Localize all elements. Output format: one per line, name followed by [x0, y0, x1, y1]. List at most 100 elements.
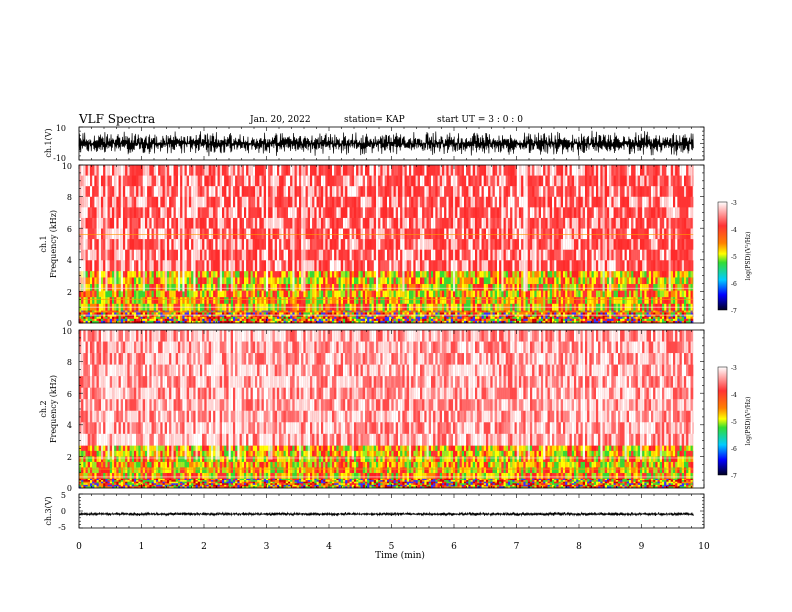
ch1-spectrogram-cell: [314, 270, 317, 278]
ch1-spectrogram-cell: [329, 314, 332, 317]
ch1-spectrogram-cell: [123, 316, 126, 320]
ch1-spectrogram-cell: [552, 270, 555, 278]
ch1-spectrogram-impulse: [142, 165, 145, 292]
ch1-spectrogram-cell: [343, 312, 346, 315]
ch1-spectrogram-cell: [563, 186, 566, 198]
ch1-spectrogram-cell: [127, 239, 130, 250]
ch1-spectrogram-cell: [184, 312, 187, 315]
ch1-spectrogram-cell: [411, 297, 414, 305]
ch1-spectrogram-cell: [437, 228, 440, 240]
ch1-spectrogram-cell: [292, 320, 295, 324]
ch1-spectrogram-cell: [532, 320, 535, 324]
ch1-spectrogram-cell: [281, 320, 284, 324]
ch1-spectrogram-cell: [321, 277, 324, 285]
ch1-spectrogram-cell: [127, 316, 130, 320]
ch1-spectrogram-cell: [145, 320, 148, 324]
ch1-spectrogram-cell: [538, 297, 541, 305]
ch1-spectrogram-cell: [494, 314, 497, 317]
ch1-spectrogram-cell: [552, 318, 555, 322]
ch1-spectrogram-cell: [483, 165, 486, 176]
ch1-spectrogram-cell: [466, 186, 469, 198]
ch1-spectrogram-cell: [277, 290, 280, 298]
ch1-spectrogram-cell: [525, 312, 528, 315]
ch1-spectrogram-cell: [444, 290, 447, 298]
ch1-spectrogram-cell: [285, 314, 288, 317]
ch1-spectrogram-cell: [442, 260, 445, 272]
ch1-spectrogram-cell: [314, 239, 317, 250]
ch1-spectrogram-cell: [411, 290, 414, 298]
ch1-spectrogram-cell: [325, 314, 328, 317]
ch1-spectrogram-cell: [549, 228, 552, 240]
ch1-spectrogram-cell: [380, 314, 383, 317]
ch1-spectrogram-cell: [314, 228, 317, 240]
ch1-spectrogram-cell: [413, 165, 416, 176]
ch1-spectrogram-cell: [250, 318, 253, 322]
ch1-spectrogram-cell: [171, 186, 174, 198]
ch1-spectrogram-cell: [574, 318, 577, 322]
ch1-spectrogram-cell: [125, 316, 128, 320]
ch1-spectrogram-cell: [138, 314, 141, 317]
ch1-spectrogram-cell: [569, 249, 572, 261]
ch1-spectrogram-cell: [314, 312, 317, 315]
ch1-spectrogram-cell: [510, 316, 513, 320]
ch1-spectrogram-cell: [274, 196, 277, 208]
ch1-spectrogram-cell: [354, 239, 357, 250]
ch1-spectrogram-cell: [510, 196, 513, 208]
ch1-spectrogram-cell: [290, 270, 293, 278]
ch1-spectrogram-cell: [226, 297, 229, 305]
ch1-spectrogram-cell: [349, 270, 352, 278]
ch1-spectrogram-cell: [208, 277, 211, 285]
ch1-spectrogram-cell: [112, 314, 115, 317]
ch1-spectrogram-cell: [310, 277, 313, 285]
ch1-spectrogram-cell: [186, 314, 189, 317]
ch1-spectrogram-cell: [556, 277, 559, 285]
ch1-spectrogram-cell: [389, 314, 392, 317]
ch1-spectrogram-cell: [389, 270, 392, 278]
ch1-spectrogram-cell: [233, 196, 236, 208]
ch1-spectrogram-cell: [246, 320, 249, 324]
ch1-spectrogram-cell: [79, 320, 82, 324]
ch1-spectrogram-cell: [376, 320, 379, 324]
ch1-spectrogram-cell: [96, 186, 99, 198]
ch1-spectrogram-cell: [343, 316, 346, 320]
ch1-spectrogram-cell: [340, 290, 343, 298]
ch1-spectrogram-cell: [301, 312, 304, 315]
ch1-spectrogram-cell: [400, 290, 403, 298]
ch1-spectrogram-cell: [422, 312, 425, 315]
ch1-spectrogram-cell: [494, 249, 497, 261]
ch1-spectrogram-cell: [362, 318, 365, 322]
ch1-spectrogram-cell: [488, 284, 491, 291]
ch1-spectrogram-cell: [393, 290, 396, 298]
ch1-spectrogram-cell: [466, 312, 469, 315]
ch1-spectrogram-cell: [303, 316, 306, 320]
ch1-spectrogram-cell: [338, 314, 341, 317]
ch1-spectrogram-cell: [323, 284, 326, 291]
ch1-spectrogram-cell: [422, 314, 425, 317]
ch1-spectrogram-cell: [512, 312, 515, 315]
ch1-spectrogram-cell: [274, 297, 277, 305]
ch1-spectrogram-cell: [477, 318, 480, 322]
ch1-spectrogram-cell: [365, 196, 368, 208]
ch1-spectrogram-cell: [279, 270, 282, 278]
ch1-spectrogram-cell: [270, 249, 273, 261]
ch1-spectrogram-cell: [224, 249, 227, 261]
ch1-spectrogram-cell: [521, 186, 524, 198]
ch1-spectrogram-cell: [481, 217, 484, 229]
ch1-spectrogram-cell: [417, 196, 420, 208]
ch1-spectrogram-cell: [301, 320, 304, 324]
ch1-spectrogram-cell: [455, 290, 458, 298]
ch1-spectrogram-cell: [129, 320, 132, 324]
ch1-spectrogram-cell: [556, 249, 559, 261]
ch1-spectrogram-cell: [138, 260, 141, 272]
ch1-spectrogram-cell: [338, 297, 341, 305]
ch1-spectrogram-cell: [244, 196, 247, 208]
ch1-spectrogram-impulse: [83, 165, 86, 292]
ch1-spectrogram-cell: [543, 312, 546, 315]
ch1-spectrogram-cell: [123, 228, 126, 240]
ch1-spectrogram-cell: [213, 320, 216, 324]
ch1-spectrogram-cell: [145, 284, 148, 291]
ch1-spectrogram-cell: [466, 320, 469, 324]
ch1-spectrogram-cell: [442, 277, 445, 285]
ch1-spectrogram-cell: [501, 318, 504, 322]
ch1-spectrogram-cell: [325, 297, 328, 305]
